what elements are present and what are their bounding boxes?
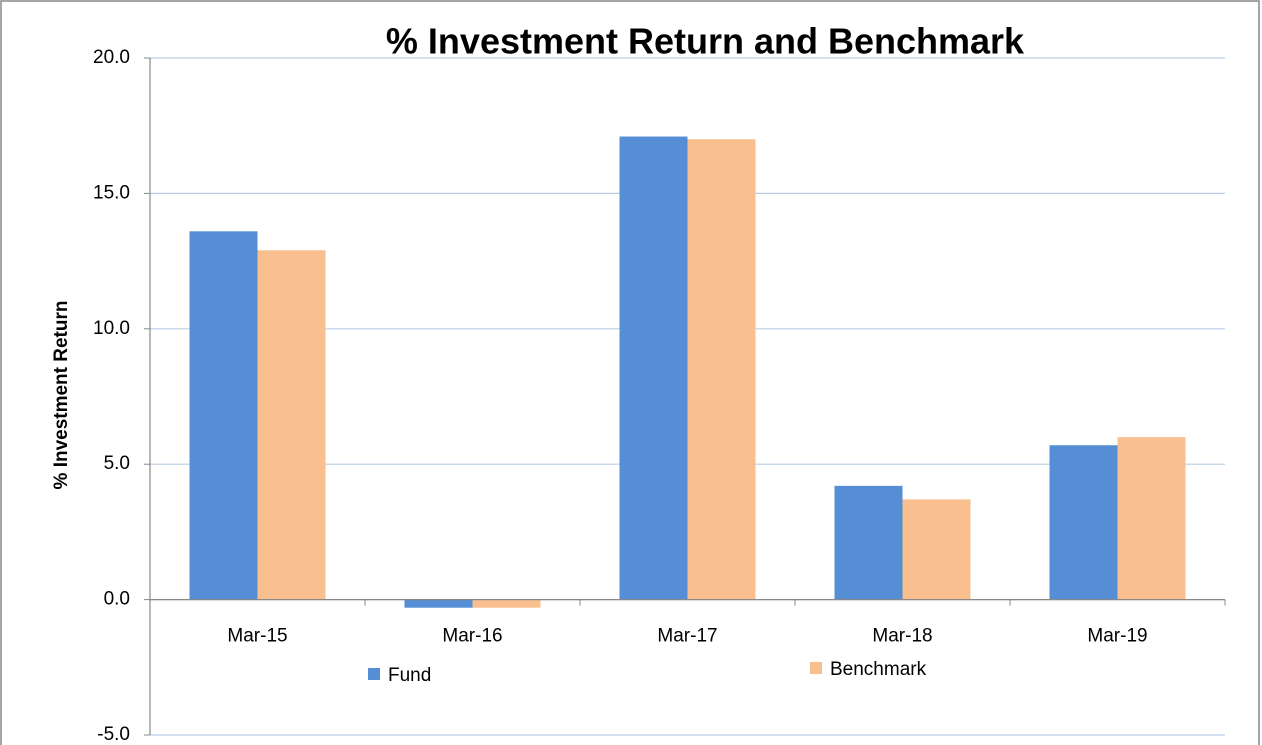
y-tick-label: 0.0 <box>104 589 130 610</box>
bar <box>472 599 541 608</box>
bar <box>257 250 326 600</box>
bar <box>1049 445 1118 600</box>
y-axis-label: % Investment Return <box>51 301 72 490</box>
x-tick-label: Mar-16 <box>442 626 502 647</box>
legend-label: Fund <box>388 665 431 686</box>
y-tick-label: 10.0 <box>93 318 130 339</box>
y-tick-label: 20.0 <box>93 47 130 68</box>
legend-swatch <box>810 662 822 674</box>
x-tick-label: Mar-19 <box>1087 626 1147 647</box>
chart-title: % Investment Return and Benchmark <box>386 21 1025 62</box>
bar <box>902 499 971 600</box>
x-tick-label: Mar-18 <box>872 626 932 647</box>
x-tick-label: Mar-15 <box>227 626 287 647</box>
bar <box>619 136 688 600</box>
legend-swatch <box>368 668 380 680</box>
y-tick-label: 15.0 <box>93 182 130 203</box>
legend-label: Benchmark <box>830 659 927 680</box>
x-tick-label: Mar-17 <box>657 626 717 647</box>
y-tick-label: 5.0 <box>104 453 130 474</box>
bar <box>404 599 473 608</box>
bar <box>1117 437 1186 600</box>
y-tick-label: -5.0 <box>97 724 130 745</box>
bar <box>189 231 258 600</box>
bar <box>834 485 903 600</box>
bar <box>687 139 756 600</box>
